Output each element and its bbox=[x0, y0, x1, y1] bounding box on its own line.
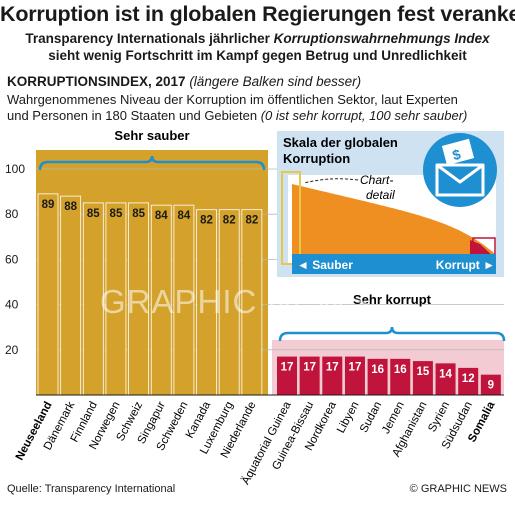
bar bbox=[435, 363, 456, 395]
bar bbox=[458, 367, 479, 395]
data-label: 17 bbox=[303, 362, 316, 374]
corrupt-group-label: Sehr korrupt bbox=[353, 292, 432, 307]
inset-axis-bar bbox=[292, 254, 496, 274]
data-label: 12 bbox=[462, 373, 475, 385]
desc-line-1: Wahrgenommenes Niveau der Korruption im … bbox=[7, 92, 458, 107]
chart-subtitle: Transparency Internationals jährlicher K… bbox=[0, 30, 515, 64]
inset-title-line-1: Skala der globalen bbox=[283, 135, 398, 150]
data-label: 16 bbox=[394, 364, 407, 376]
bar bbox=[480, 374, 501, 395]
inset-clean-highlight bbox=[281, 171, 301, 265]
inset-title-line-2: Korruption bbox=[283, 151, 350, 166]
source-note: Quelle: Transparency International bbox=[7, 483, 176, 495]
bar bbox=[277, 356, 297, 395]
chart-detail-label: Chart- bbox=[360, 173, 393, 187]
y-tick-label: 20 bbox=[5, 343, 19, 357]
chart-detail-label-2: detail bbox=[366, 188, 395, 202]
bar bbox=[37, 193, 59, 396]
chart-title: Korruption ist in globalen Regierungen f… bbox=[0, 2, 515, 26]
bar bbox=[344, 356, 365, 395]
chart-description: Wahrgenommenes Niveau der Korruption im … bbox=[7, 92, 512, 124]
dollar-sign-icon: $ bbox=[451, 146, 463, 164]
y-tick-label: 40 bbox=[5, 298, 19, 312]
bar bbox=[412, 361, 433, 395]
data-label: 88 bbox=[64, 201, 77, 213]
data-label: 84 bbox=[155, 210, 168, 222]
index-heading: KORRUPTIONSINDEX, 2017 (längere Balken s… bbox=[7, 74, 361, 89]
watermark: GRAPHIC NEWS bbox=[100, 283, 371, 320]
inset-distribution-area bbox=[292, 184, 495, 262]
y-tick-label: 80 bbox=[5, 207, 19, 221]
clean-group-label: Sehr sauber bbox=[114, 128, 189, 143]
credit-note: © GRAPHIC NEWS bbox=[409, 483, 507, 495]
envelope-icon bbox=[435, 163, 485, 197]
data-label: 82 bbox=[223, 215, 236, 227]
subtitle-index-name: Korruptionswahrnehmungs Index bbox=[273, 31, 490, 46]
data-label: 84 bbox=[178, 210, 191, 222]
clean-group-brace bbox=[38, 155, 266, 171]
desc-line-2: und Personen in 180 Staaten und Gebieten bbox=[7, 108, 261, 123]
index-label: KORRUPTIONSINDEX, 2017 bbox=[7, 74, 186, 89]
data-label: 9 bbox=[488, 380, 494, 392]
corrupt-group-brace bbox=[278, 326, 506, 342]
chart-detail-pointer bbox=[303, 178, 359, 184]
bar bbox=[322, 356, 343, 395]
data-label: 82 bbox=[245, 215, 258, 227]
bar bbox=[299, 356, 320, 395]
y-tick-label: 60 bbox=[5, 252, 19, 266]
data-label: 17 bbox=[349, 362, 362, 374]
desc-scale-note: (0 ist sehr korrupt, 100 sehr sauber) bbox=[260, 108, 468, 123]
data-label: 17 bbox=[326, 362, 339, 374]
bar bbox=[367, 358, 388, 395]
banknote-icon bbox=[441, 138, 475, 166]
inset-right-label: Korrupt ► bbox=[436, 258, 495, 272]
data-label: 85 bbox=[110, 208, 123, 220]
data-label: 16 bbox=[371, 364, 384, 376]
subtitle-text: Transparency Internationals jährlicher bbox=[25, 31, 274, 46]
subtitle-text-2: sieht wenig Fortschritt im Kampf gegen B… bbox=[48, 48, 467, 63]
index-note: (längere Balken sind besser) bbox=[189, 74, 362, 89]
data-label: 82 bbox=[200, 215, 213, 227]
y-tick-label: 100 bbox=[5, 162, 25, 176]
data-label: 14 bbox=[439, 368, 452, 380]
data-label: 17 bbox=[281, 362, 294, 374]
bar bbox=[390, 358, 411, 395]
data-label: 85 bbox=[132, 208, 145, 220]
x-tick-label: Neuseeland bbox=[14, 400, 55, 463]
data-label: 85 bbox=[87, 208, 100, 220]
data-label: 15 bbox=[417, 366, 430, 378]
money-envelope-icon bbox=[423, 133, 497, 207]
data-label: 89 bbox=[42, 199, 55, 211]
inset-left-label: ◄ Sauber bbox=[297, 258, 353, 272]
bar bbox=[60, 195, 82, 396]
